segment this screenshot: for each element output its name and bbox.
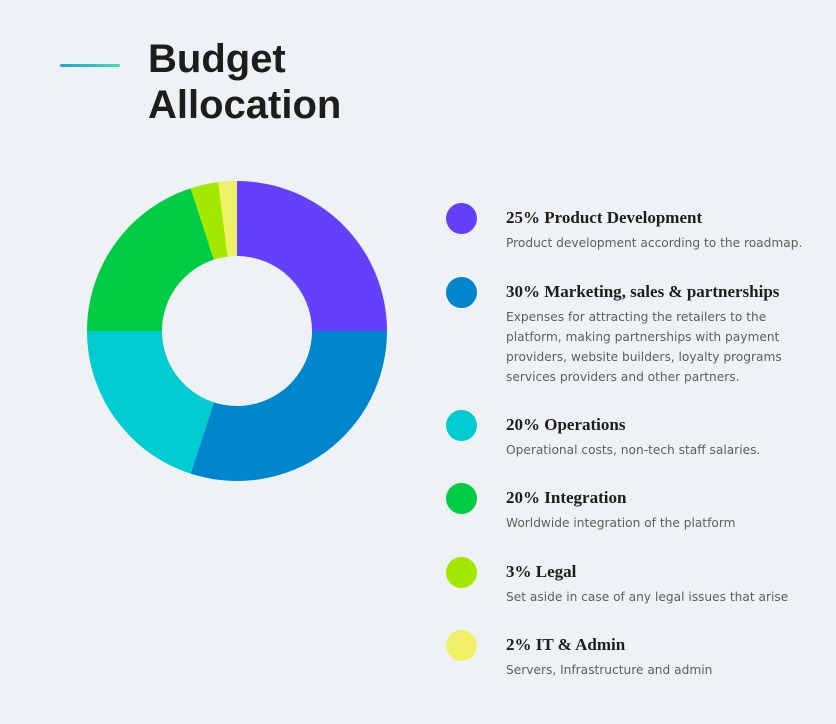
legend-item-title: 25% Product Development	[506, 208, 703, 227]
legend-item-desc: Product development according to the roa…	[506, 236, 803, 250]
donut-slice-operations	[87, 331, 214, 474]
legend-dot	[446, 203, 477, 234]
donut-slice-marketing-sales-partnerships	[190, 331, 387, 481]
legend-item-title: 30% Marketing, sales & partnerships	[506, 282, 780, 301]
legend-dot	[446, 277, 477, 308]
donut-slice-product-development	[237, 181, 387, 331]
legend-item-title: 20% Integration	[506, 488, 627, 507]
donut-slice-it-admin	[218, 181, 237, 257]
donut-slice-legal	[190, 182, 228, 260]
donut-slice-integration	[87, 188, 214, 331]
legend-item-desc: Expenses for attracting the retailers to…	[506, 310, 782, 384]
legend-item-desc: Servers, Infrastructure and admin	[506, 663, 713, 677]
title-accent-line	[60, 64, 120, 67]
legend-dot	[446, 483, 477, 514]
legend-item-desc: Operational costs, non-tech staff salari…	[506, 443, 761, 457]
legend-item-desc: Set aside in case of any legal issues th…	[506, 590, 789, 604]
legend-dot	[446, 630, 477, 661]
legend-item-title: 3% Legal	[506, 562, 577, 581]
page-title: Budget Allocation	[148, 37, 342, 127]
legend-dot	[446, 410, 477, 441]
legend-dot	[446, 557, 477, 588]
budget-donut-chart	[87, 181, 387, 481]
legend-item-title: 2% IT & Admin	[506, 635, 626, 654]
legend-item-desc: Worldwide integration of the platform	[506, 516, 736, 530]
legend-item-title: 20% Operations	[506, 415, 626, 434]
